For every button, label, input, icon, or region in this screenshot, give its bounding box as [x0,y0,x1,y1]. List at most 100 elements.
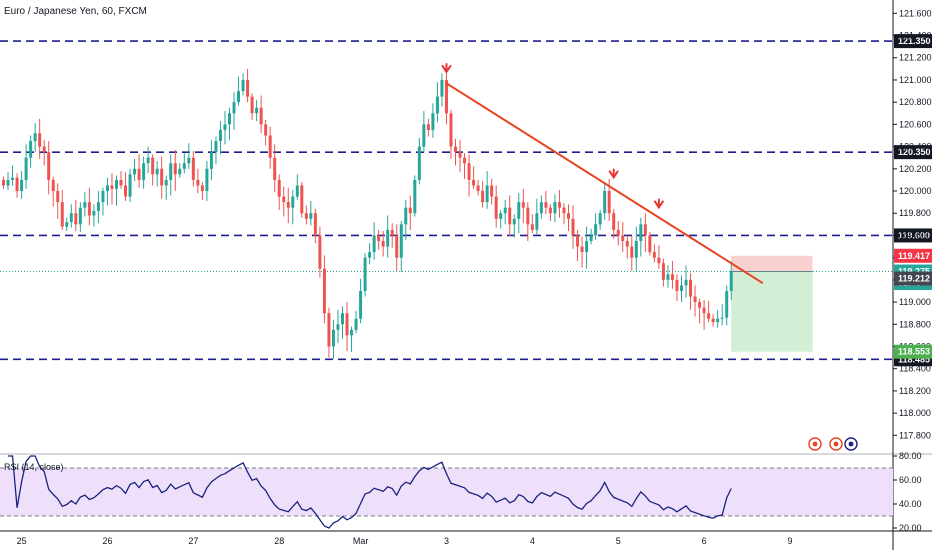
candle-down [42,146,46,153]
candle-up [209,152,213,169]
resistance-trendline[interactable] [445,82,764,285]
candle-up [205,168,209,192]
candle-down [51,179,55,192]
candle-down [119,179,123,186]
candle-up [729,270,733,291]
candle-up [11,177,15,180]
candle-down [191,157,195,180]
candle-down [250,96,254,114]
candle-up [24,157,28,180]
candle-down [544,202,548,208]
candle-down [259,107,263,125]
price-tick-label: 119.600 [899,230,931,240]
candle-up [354,318,358,330]
candle-down [381,240,385,247]
candle-down [458,152,462,158]
down-arrow-icon [441,62,452,74]
candle-up [169,163,173,180]
candle-down [557,202,561,208]
price-tick-label: 121.200 [899,53,932,63]
candle-down [273,157,277,180]
rsi-band-fill [0,468,893,516]
candle-down [508,207,512,225]
candle-up [155,168,159,175]
candle-up [363,257,367,291]
price-tick-label: 121.400 [899,31,932,41]
candle-down [264,124,268,136]
candle-up [309,213,313,219]
candle-up [359,290,363,319]
candle-up [6,179,10,186]
price-tick-label: 120.800 [899,97,932,107]
rsi-pane[interactable]: 80.00 60.00 40.00 20.00 [0,451,922,533]
down-arrow-icon [653,198,664,210]
candle-down [110,185,114,189]
candle-down [472,179,476,186]
candle-down [444,79,448,114]
candle-up [512,218,516,225]
candle-down [657,257,661,264]
candle-up [399,224,403,258]
rsi-line [8,455,732,529]
candle-down [707,313,711,319]
candle-up [666,274,670,280]
price-badge-label: 118.553 [898,347,930,357]
price-tick-label: 119.800 [899,208,931,218]
event-marker-dot [848,441,854,447]
time-tick-label: 28 [274,536,284,546]
candle-up [413,179,417,214]
candle-up [214,141,218,153]
candle-down [648,235,652,253]
candle-up [553,202,557,214]
candle-up [255,107,259,114]
price-badge [894,344,932,359]
candle-up [341,313,344,325]
candle-up [589,235,593,241]
candle-up [291,196,295,208]
price-badge-label: 119.417 [898,251,930,261]
candle-down [490,185,494,197]
chart-title: Euro / Japanese Yen, 60, FXCM [4,6,147,17]
candle-down [327,313,331,347]
candle-down [454,146,457,153]
candle-down [530,224,534,230]
candle-down [313,213,317,236]
time-tick-label: 26 [102,536,112,546]
candle-down [621,235,625,241]
candle-up [720,317,724,319]
candle-down [711,318,715,323]
candle-up [133,168,137,175]
event-icons[interactable] [808,437,858,451]
candle-up [105,185,109,192]
candle-up [69,213,73,223]
horizontal-levels[interactable]: 121.350 120.350 119.600 118.485 [0,34,932,367]
candle-up [684,279,688,286]
take-profit-zone[interactable] [731,271,813,352]
trendline[interactable] [445,82,764,285]
candle-down [481,191,485,203]
time-axis[interactable]: 25 26 27 28 Mar 3 4 5 6 9 [17,536,793,546]
candle-up [716,318,720,323]
candle-up [228,113,231,125]
candle-up [178,168,182,175]
candle-up [368,252,372,258]
down-arrow-icon [608,168,619,180]
rsi-tick-label: 80.00 [899,451,922,461]
candle-down [151,157,155,175]
candle-up [517,202,521,219]
candle-down [390,229,394,236]
candle-down [137,168,141,180]
time-tick-label: 4 [530,536,535,546]
candle-up [680,285,683,291]
candle-up [33,133,37,142]
candle-down [160,168,164,186]
stop-loss-zone[interactable] [731,255,813,272]
price-tick-label: 120.600 [899,119,932,129]
candle-down [304,213,308,219]
candle-down [173,163,177,175]
candle-up [295,185,299,197]
candle-down [476,185,480,192]
price-badge [894,271,932,286]
